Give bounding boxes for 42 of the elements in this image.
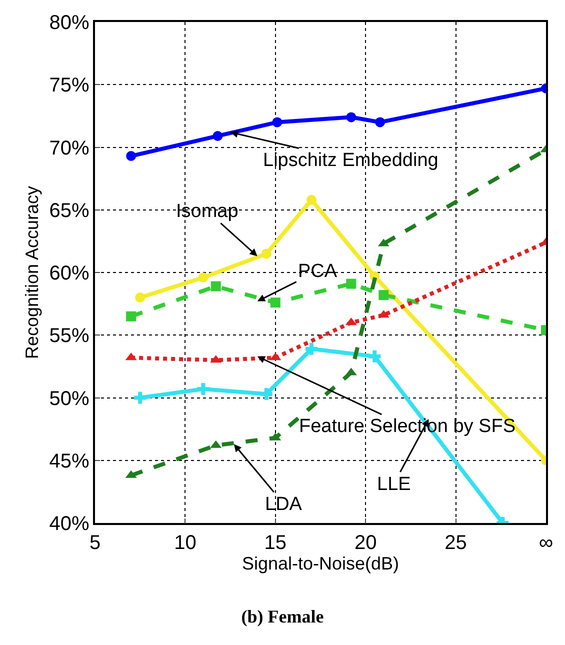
point <box>305 342 318 355</box>
point <box>368 350 381 362</box>
point <box>378 290 389 300</box>
point <box>375 117 386 128</box>
y-tick-label: 50% <box>49 388 90 410</box>
x-tick-label: 20 <box>354 532 377 554</box>
point <box>197 382 210 395</box>
point <box>261 248 272 259</box>
y-tick-label: 80% <box>49 12 90 34</box>
y-tick-label: 70% <box>49 137 90 160</box>
x-tick-label: 10 <box>174 532 196 554</box>
point <box>134 392 146 404</box>
y-tick-label: 40% <box>49 513 90 535</box>
point <box>198 272 208 283</box>
y-tick-label: 45% <box>49 450 90 472</box>
x-tick-label: 25 <box>444 532 467 554</box>
point <box>210 281 221 292</box>
annotation: LLE <box>377 474 411 495</box>
x-tick-label: ∞ <box>538 532 554 554</box>
annotation: Isomap <box>176 201 238 222</box>
point <box>306 194 316 205</box>
y-tick-label: 60% <box>49 262 90 284</box>
point <box>270 298 280 308</box>
point <box>346 278 356 289</box>
point <box>135 292 146 303</box>
point <box>126 311 136 322</box>
y-axis-title: Recognition Accuracy <box>22 186 42 360</box>
y-tick-label: 65% <box>49 200 90 222</box>
x-tick-label: 5 <box>89 532 101 554</box>
point <box>260 388 272 400</box>
point <box>272 117 282 128</box>
x-tick-label: 15 <box>264 532 287 554</box>
annotation: Lipschitz Embedding <box>263 150 438 171</box>
point <box>212 130 223 141</box>
annotation: LDA <box>265 494 302 515</box>
point <box>126 151 136 162</box>
y-tick-label: 75% <box>49 74 90 97</box>
text: (b) Female <box>241 606 324 626</box>
point <box>346 112 356 122</box>
y-tick-label: 55% <box>49 325 90 348</box>
annotation: PCA <box>298 261 338 282</box>
x-axis-title: Signal-to-Noise(dB) <box>242 554 400 574</box>
